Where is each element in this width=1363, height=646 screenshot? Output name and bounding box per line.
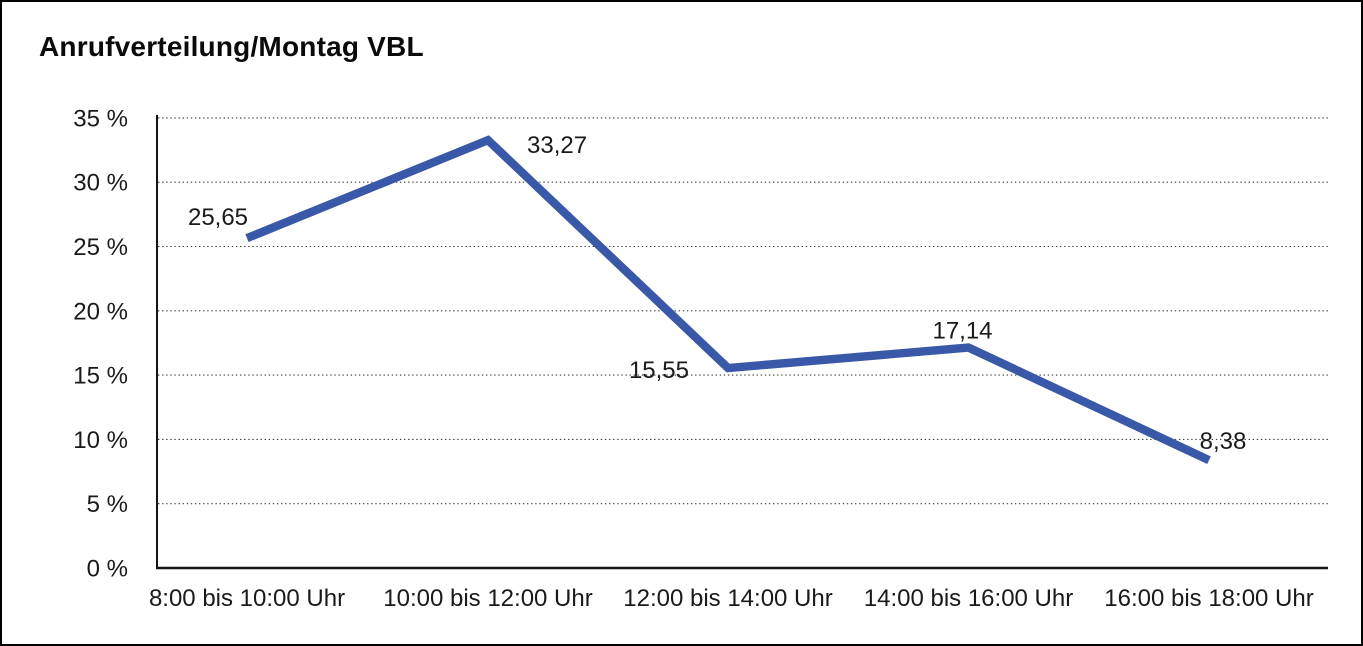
y-tick-label: 30 %: [73, 170, 128, 197]
data-point-label: 25,65: [188, 204, 248, 231]
y-tick-label: 5 %: [87, 491, 128, 518]
data-point-label: 8,38: [1200, 428, 1247, 455]
y-tick-label: 25 %: [73, 234, 128, 261]
x-tick-label: 10:00 bis 12:00 Uhr: [383, 585, 592, 612]
data-point-label: 17,14: [932, 318, 992, 345]
y-tick-label: 20 %: [73, 298, 128, 325]
y-tick-label: 0 %: [87, 556, 128, 583]
chart-title: Anrufverteilung/Montag VBL: [39, 31, 424, 62]
data-point-label: 15,55: [629, 357, 689, 384]
x-tick-label: 16:00 bis 18:00 Uhr: [1104, 585, 1313, 612]
x-tick-label: 14:00 bis 16:00 Uhr: [864, 585, 1073, 612]
series-line: [245, 135, 1211, 465]
y-tick-label: 10 %: [73, 427, 128, 454]
x-tick-label: 8:00 bis 10:00 Uhr: [149, 585, 345, 612]
data-point-label: 33,27: [527, 132, 587, 159]
x-tick-label: 12:00 bis 14:00 Uhr: [623, 585, 832, 612]
y-tick-label: 35 %: [73, 105, 128, 132]
y-tick-label: 15 %: [73, 363, 128, 390]
